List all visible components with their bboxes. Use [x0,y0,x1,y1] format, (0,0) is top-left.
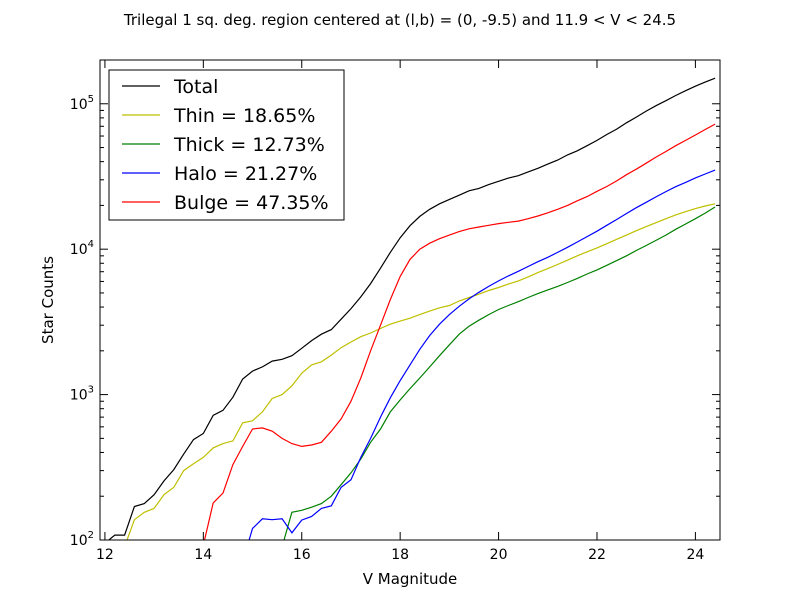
x-tick-label: 24 [686,547,704,563]
legend-label-4: Bulge = 47.35% [174,192,329,214]
series-line-0 [107,77,716,540]
series-line-3 [248,169,716,540]
x-tick-label: 22 [588,547,606,563]
x-tick-label: 12 [96,547,114,563]
plot-frame [99,59,721,541]
legend-label-0: Total [173,76,218,98]
y-tick-label: 104 [70,239,94,258]
legend: Total Thin = 18.65% Thick = 12.73% Halo = 2… [108,69,345,221]
legend-label-2: Thick = 12.73% [173,134,325,156]
y-tick-label: 105 [70,94,94,113]
x-tick-label: 14 [194,547,212,563]
y-tick-label: 102 [70,530,94,549]
x-axis-label: V Magnitude [363,570,458,588]
y-axis-label: Star Counts [39,256,57,344]
x-tick-label: 18 [391,547,409,563]
y-tick-label: 103 [70,385,94,404]
series-line-1 [126,203,716,540]
x-tick-label: 16 [293,547,311,563]
legend-frame [108,69,345,221]
x-tick-label: 20 [490,547,508,563]
legend-label-3: Halo = 21.27% [174,163,317,185]
legend-label-1: Thin = 18.65% [173,105,315,127]
series-line-2 [283,206,716,540]
chart-title: Trilegal 1 sq. deg. region centered at (… [123,11,676,29]
series-line-4 [203,123,716,540]
